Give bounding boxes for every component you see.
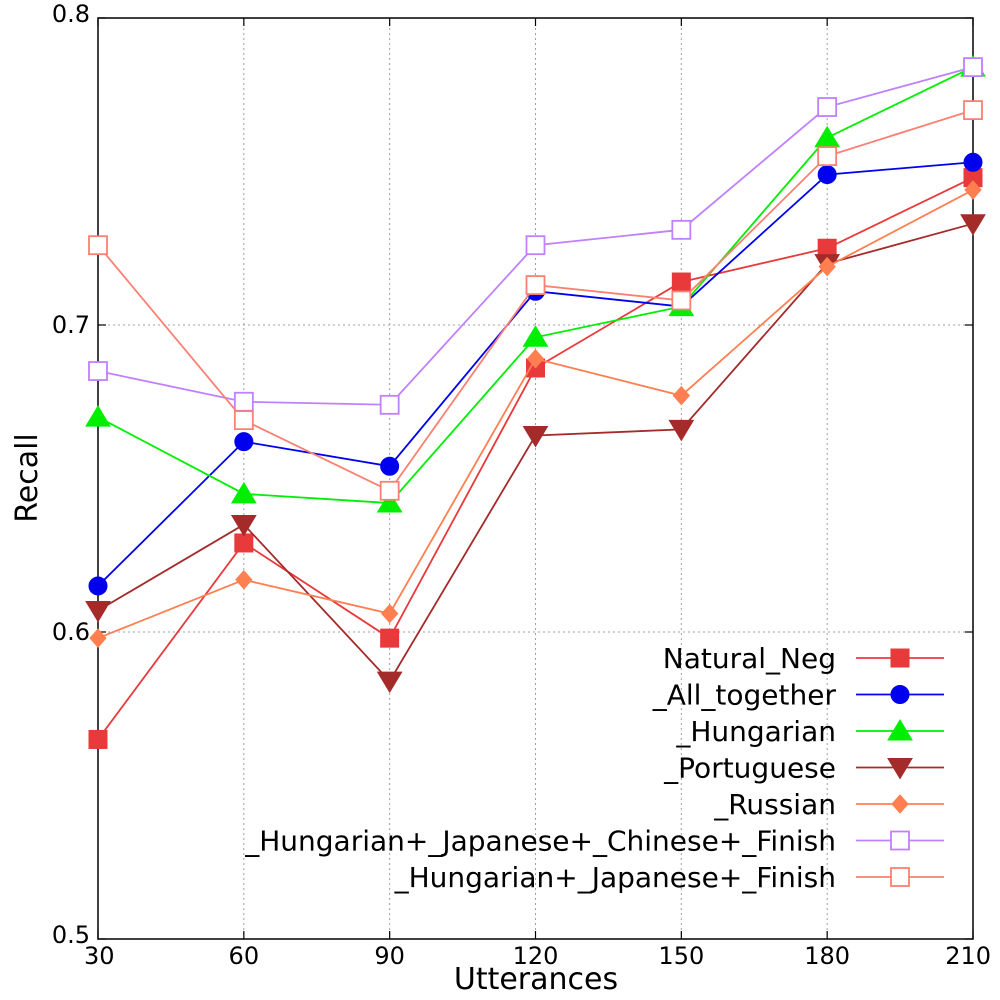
x-tick-label: 30 [84,942,115,970]
series-7 [88,100,983,501]
data-point [380,456,400,476]
legend-marker [887,719,913,741]
data-point [964,180,982,200]
data-point [379,394,400,415]
y-tick-label: 0.6 [52,618,90,646]
legend: Natural_Neg _All_together_Hungarian _Portu… [244,642,944,894]
data-point [963,152,983,172]
data-point [379,480,400,501]
data-point [525,275,546,295]
x-tick-label: 210 [945,942,991,970]
data-point [88,576,108,596]
data-point [230,481,257,504]
series-5 [89,180,982,648]
data-point [671,272,691,292]
legend-marker [890,830,910,851]
data-point [671,290,692,311]
legend-label: _All_together [652,679,837,712]
legend-label: _Hungarian+_Japanese+_Chinese+_Finish [244,825,836,858]
axis-ticks: 30 60 90 120 150 180 210 0.5 0.6 0.7 0.8 [52,0,991,970]
legend-label: _Portuguese [663,752,836,785]
data-point [525,235,546,256]
legend-entry: _All_together [652,679,944,712]
x-tick-label: 180 [804,942,850,970]
data-point [376,671,403,694]
legend-marker [891,794,909,814]
y-tick-label: 0.8 [52,0,90,28]
legend-entry: _Portuguese [663,752,944,785]
x-axis-title: Utterances [454,962,618,997]
data-point [88,361,108,381]
legend-marker [890,867,910,887]
data-point [380,603,399,624]
data-point [960,214,986,236]
data-point [963,57,983,78]
data-point [522,325,549,347]
data-point [522,426,549,448]
data-point [230,515,257,537]
x-tick-label: 60 [229,942,260,970]
x-tick-label: 90 [374,942,405,970]
data-point [235,570,253,590]
data-point [234,533,254,553]
series-group [85,55,986,749]
legend-label: _Hungarian+_Japanese+_Finish [394,861,836,894]
legend-label: Natural_Neg [663,642,836,675]
data-point [234,432,254,452]
legend-entry: Natural_Neg [663,642,944,675]
legend-entry: _Hungarian+_Japanese+_Chinese+_Finish [244,825,944,858]
data-point [817,97,838,117]
y-axis-title: Recall [10,433,45,523]
data-point [814,125,841,148]
data-point [668,419,695,442]
legend-marker [890,685,910,704]
legend-label: _Russian [713,788,836,821]
data-point [672,385,691,406]
data-point [380,628,400,648]
data-point [817,165,837,185]
data-point [376,491,403,513]
x-tick-label: 120 [513,942,559,970]
legend-entry: _Hungarian [675,715,944,748]
y-tick-label: 0.7 [52,311,90,339]
legend-marker [890,648,910,668]
data-point [817,146,838,167]
legend-marker [887,758,913,780]
data-point [89,628,107,648]
grid-lines [98,18,973,939]
data-point [671,219,692,240]
legend-entry: _Hungarian+_Japanese+_Finish [394,861,944,894]
data-point [963,100,983,120]
data-point [85,405,111,427]
data-point [88,235,108,256]
data-point [233,410,254,431]
data-point [526,349,545,369]
y-tick-label: 0.5 [52,921,90,949]
data-point [818,256,836,277]
legend-label: _Hungarian [675,715,836,748]
series-6 [88,57,983,415]
data-point [233,391,254,412]
data-point [88,729,108,749]
data-point [85,601,111,623]
legend-entry: _Russian [713,788,944,821]
x-tick-label: 150 [658,942,704,970]
